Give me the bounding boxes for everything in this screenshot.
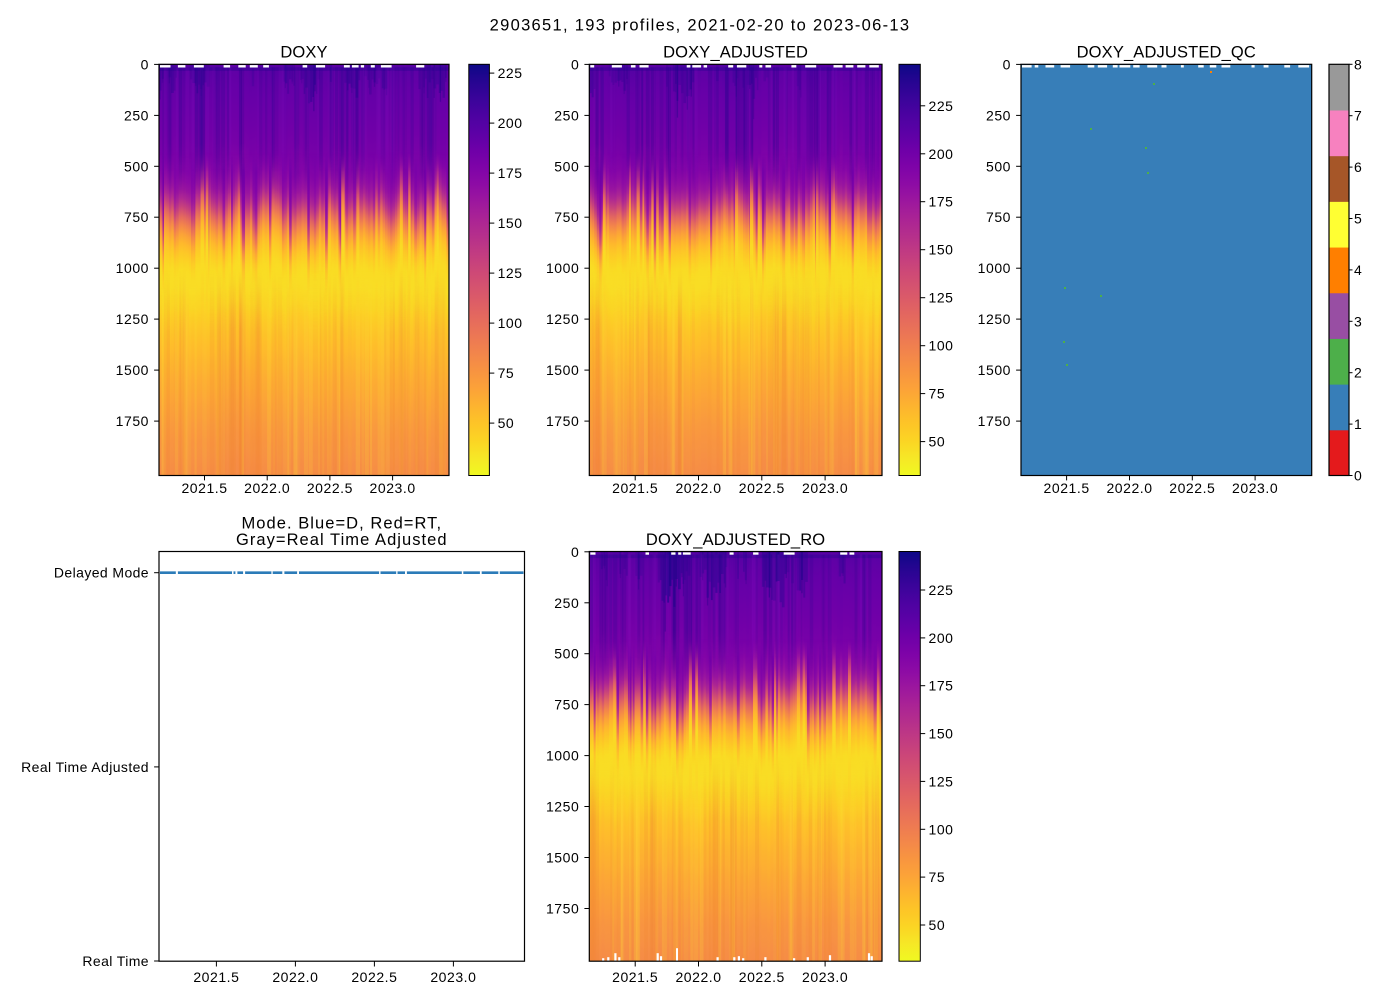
svg-text:150: 150 bbox=[929, 242, 954, 258]
svg-text:100: 100 bbox=[929, 338, 954, 354]
svg-text:2022.0: 2022.0 bbox=[1106, 480, 1152, 496]
svg-text:1500: 1500 bbox=[546, 362, 579, 378]
svg-text:200: 200 bbox=[929, 146, 954, 162]
svg-text:1750: 1750 bbox=[546, 901, 579, 917]
svg-text:100: 100 bbox=[929, 821, 954, 837]
svg-text:2022.5: 2022.5 bbox=[307, 480, 353, 496]
svg-text:DOXY: DOXY bbox=[280, 43, 327, 61]
svg-text:1: 1 bbox=[1354, 416, 1362, 432]
svg-text:2022.5: 2022.5 bbox=[351, 969, 397, 985]
svg-text:125: 125 bbox=[498, 265, 523, 281]
svg-text:75: 75 bbox=[929, 386, 946, 402]
svg-text:250: 250 bbox=[124, 107, 149, 123]
svg-text:2022.0: 2022.0 bbox=[244, 480, 290, 496]
svg-text:500: 500 bbox=[554, 158, 579, 174]
svg-text:1750: 1750 bbox=[978, 413, 1011, 429]
svg-text:Mode. Blue=D, Red=RT,: Mode. Blue=D, Red=RT, bbox=[242, 515, 443, 533]
svg-text:225: 225 bbox=[929, 98, 954, 114]
svg-text:2022.5: 2022.5 bbox=[739, 969, 785, 985]
svg-text:175: 175 bbox=[498, 165, 523, 181]
svg-text:2022.5: 2022.5 bbox=[1169, 480, 1215, 496]
svg-text:0: 0 bbox=[571, 56, 579, 72]
svg-text:2903651, 193 profiles, 2021-02: 2903651, 193 profiles, 2021-02-20 to 202… bbox=[490, 17, 911, 35]
svg-text:225: 225 bbox=[498, 65, 523, 81]
svg-text:250: 250 bbox=[554, 107, 579, 123]
svg-text:1750: 1750 bbox=[116, 413, 149, 429]
svg-text:2021.5: 2021.5 bbox=[612, 969, 658, 985]
svg-text:6: 6 bbox=[1354, 159, 1362, 175]
svg-text:2023.0: 2023.0 bbox=[802, 969, 848, 985]
svg-text:1250: 1250 bbox=[978, 311, 1011, 327]
svg-text:2022.0: 2022.0 bbox=[675, 480, 721, 496]
svg-text:Real Time Adjusted: Real Time Adjusted bbox=[21, 759, 149, 775]
svg-text:5: 5 bbox=[1354, 211, 1362, 227]
svg-text:2023.0: 2023.0 bbox=[370, 480, 416, 496]
svg-text:1000: 1000 bbox=[546, 748, 579, 764]
svg-text:150: 150 bbox=[929, 726, 954, 742]
svg-text:200: 200 bbox=[929, 630, 954, 646]
svg-text:1500: 1500 bbox=[546, 850, 579, 866]
svg-text:200: 200 bbox=[498, 115, 523, 131]
svg-text:2023.0: 2023.0 bbox=[430, 969, 476, 985]
svg-text:2023.0: 2023.0 bbox=[1232, 480, 1278, 496]
svg-text:1000: 1000 bbox=[116, 260, 149, 276]
svg-text:250: 250 bbox=[986, 107, 1011, 123]
svg-text:1750: 1750 bbox=[546, 413, 579, 429]
svg-text:50: 50 bbox=[929, 917, 946, 933]
svg-text:DOXY_ADJUSTED_QC: DOXY_ADJUSTED_QC bbox=[1077, 43, 1256, 61]
svg-text:125: 125 bbox=[929, 290, 954, 306]
svg-text:2022.0: 2022.0 bbox=[272, 969, 318, 985]
svg-text:100: 100 bbox=[498, 315, 523, 331]
svg-text:2022.0: 2022.0 bbox=[675, 969, 721, 985]
svg-text:2: 2 bbox=[1354, 365, 1362, 381]
svg-text:DOXY_ADJUSTED: DOXY_ADJUSTED bbox=[663, 43, 808, 61]
svg-text:0: 0 bbox=[1354, 468, 1362, 484]
svg-text:50: 50 bbox=[498, 415, 515, 431]
svg-text:750: 750 bbox=[554, 209, 579, 225]
svg-text:1250: 1250 bbox=[116, 311, 149, 327]
svg-text:75: 75 bbox=[498, 365, 515, 381]
svg-text:7: 7 bbox=[1354, 108, 1362, 124]
svg-text:1250: 1250 bbox=[546, 311, 579, 327]
svg-text:1500: 1500 bbox=[978, 362, 1011, 378]
svg-text:750: 750 bbox=[986, 209, 1011, 225]
svg-text:3: 3 bbox=[1354, 313, 1362, 329]
svg-text:2021.5: 2021.5 bbox=[1044, 480, 1090, 496]
svg-text:75: 75 bbox=[929, 869, 946, 885]
svg-text:750: 750 bbox=[554, 697, 579, 713]
svg-text:125: 125 bbox=[929, 773, 954, 789]
svg-text:0: 0 bbox=[1003, 56, 1011, 72]
svg-text:1000: 1000 bbox=[546, 260, 579, 276]
svg-text:0: 0 bbox=[571, 544, 579, 560]
svg-text:175: 175 bbox=[929, 678, 954, 694]
svg-text:2021.5: 2021.5 bbox=[193, 969, 239, 985]
svg-text:0: 0 bbox=[141, 56, 149, 72]
svg-text:1250: 1250 bbox=[546, 799, 579, 815]
svg-text:500: 500 bbox=[124, 158, 149, 174]
svg-text:175: 175 bbox=[929, 194, 954, 210]
svg-text:750: 750 bbox=[124, 209, 149, 225]
svg-text:Real Time: Real Time bbox=[82, 953, 149, 969]
svg-text:DOXY_ADJUSTED_RO: DOXY_ADJUSTED_RO bbox=[646, 531, 825, 549]
svg-text:8: 8 bbox=[1354, 56, 1362, 72]
svg-text:2021.5: 2021.5 bbox=[181, 480, 227, 496]
svg-text:Gray=Real Time Adjusted: Gray=Real Time Adjusted bbox=[236, 531, 448, 549]
svg-text:225: 225 bbox=[929, 582, 954, 598]
svg-text:2022.5: 2022.5 bbox=[739, 480, 785, 496]
svg-text:1500: 1500 bbox=[116, 362, 149, 378]
svg-text:Delayed Mode: Delayed Mode bbox=[54, 565, 149, 581]
svg-text:2023.0: 2023.0 bbox=[802, 480, 848, 496]
svg-text:50: 50 bbox=[929, 434, 946, 450]
svg-text:150: 150 bbox=[498, 215, 523, 231]
svg-text:4: 4 bbox=[1354, 262, 1362, 278]
svg-text:1000: 1000 bbox=[978, 260, 1011, 276]
svg-text:250: 250 bbox=[554, 595, 579, 611]
svg-text:500: 500 bbox=[986, 158, 1011, 174]
svg-text:500: 500 bbox=[554, 646, 579, 662]
svg-text:2021.5: 2021.5 bbox=[612, 480, 658, 496]
